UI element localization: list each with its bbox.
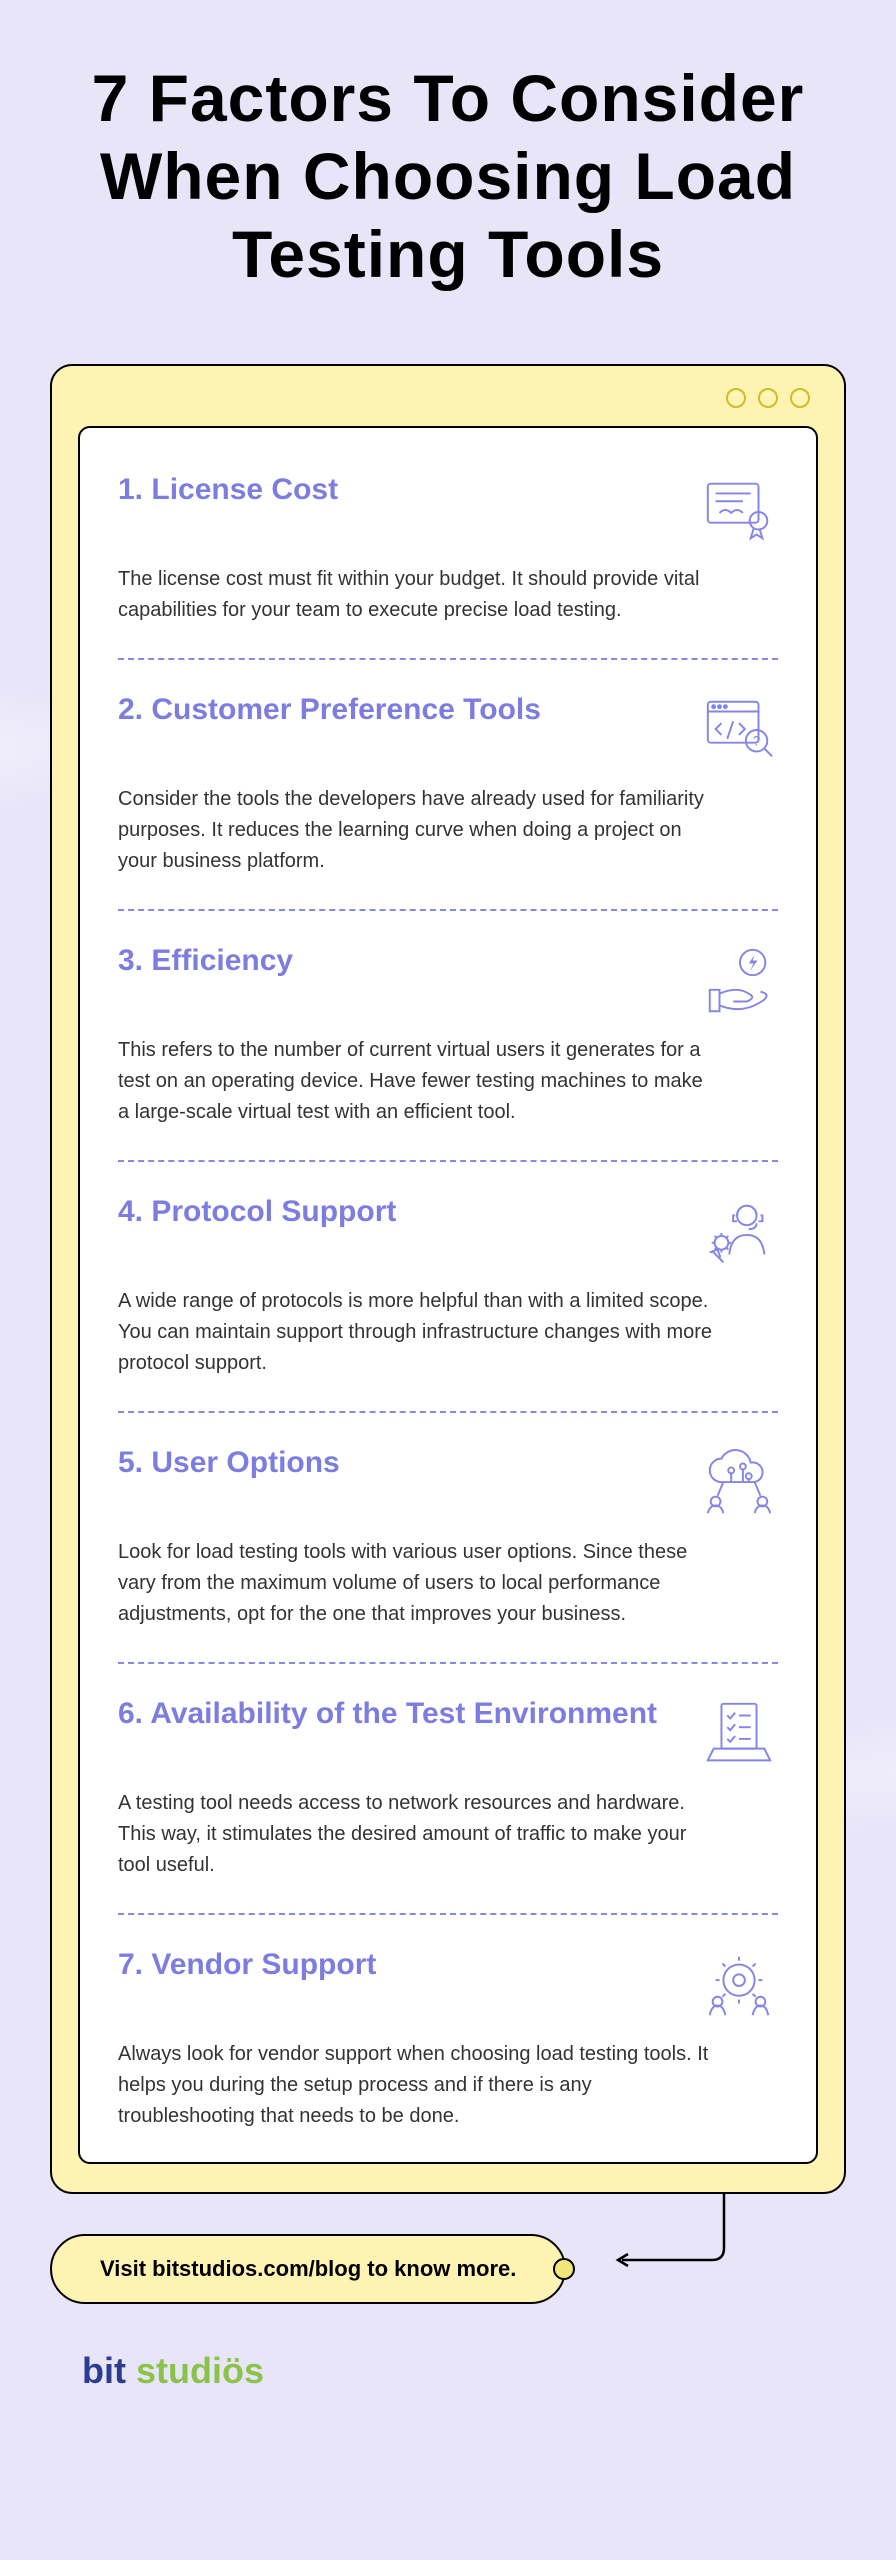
factor-title: 2. Customer Preference Tools (118, 692, 680, 728)
factor-desc: Look for load testing tools with various… (118, 1537, 718, 1630)
svg-text:?: ? (753, 733, 761, 748)
connector-arrow-icon (606, 2192, 736, 2278)
factor-title: 5. User Options (118, 1445, 680, 1481)
logo-part-studios: studiös (126, 2350, 264, 2391)
page-title: 7 Factors To Consider When Choosing Load… (50, 60, 846, 294)
factor-item: 5. User Options Look for load testing to… (118, 1445, 778, 1630)
window-dot (726, 388, 746, 408)
window-dot (758, 388, 778, 408)
divider (118, 1411, 778, 1413)
factor-title: 3. Efficiency (118, 943, 680, 979)
cta-pill[interactable]: Visit bitstudios.com/blog to know more. (50, 2234, 566, 2304)
factor-title: 6. Availability of the Test Environment (118, 1696, 680, 1732)
factor-desc: Always look for vendor support when choo… (118, 2039, 718, 2132)
window-dots (78, 388, 818, 408)
factor-title: 7. Vendor Support (118, 1947, 680, 1983)
divider (118, 909, 778, 911)
factor-item: 4. Protocol Support A wide range of prot… (118, 1194, 778, 1379)
divider (118, 1913, 778, 1915)
cta-text: Visit bitstudios.com/blog to know more. (100, 2256, 516, 2282)
hand-bolt-icon (700, 943, 778, 1021)
code-search-icon: ? (700, 692, 778, 770)
divider (118, 1160, 778, 1162)
factor-desc: This refers to the number of current vir… (118, 1035, 718, 1128)
divider (118, 658, 778, 660)
factor-desc: A testing tool needs access to network r… (118, 1788, 718, 1881)
factor-title: 4. Protocol Support (118, 1194, 680, 1230)
factor-desc: Consider the tools the developers have a… (118, 784, 718, 877)
factor-item: 6. Availability of the Test Environment … (118, 1696, 778, 1881)
factor-item: 2. Customer Preference Tools ? Consider … (118, 692, 778, 877)
checklist-laptop-icon (700, 1696, 778, 1774)
factor-desc: A wide range of protocols is more helpfu… (118, 1286, 718, 1379)
factor-desc: The license cost must fit within your bu… (118, 564, 718, 626)
window-dot (790, 388, 810, 408)
divider (118, 1662, 778, 1664)
factor-item: 7. Vendor Support Always look for vendor… (118, 1947, 778, 2132)
brand-logo: bit studiös (50, 2350, 846, 2392)
cta-dot-icon (553, 2258, 575, 2280)
cta-row: Visit bitstudios.com/blog to know more. (50, 2234, 846, 2304)
support-agent-icon (700, 1194, 778, 1272)
gear-support-icon (700, 1947, 778, 2025)
factor-title: 1. License Cost (118, 472, 680, 508)
window-frame: 1. License Cost The license cost must fi… (50, 364, 846, 2194)
cloud-network-icon (700, 1445, 778, 1523)
certificate-icon (700, 472, 778, 550)
factor-item: 1. License Cost The license cost must fi… (118, 472, 778, 626)
logo-part-bit: bit (82, 2350, 126, 2391)
factor-item: 3. Efficiency This refers to the number … (118, 943, 778, 1128)
content-panel: 1. License Cost The license cost must fi… (78, 426, 818, 2164)
